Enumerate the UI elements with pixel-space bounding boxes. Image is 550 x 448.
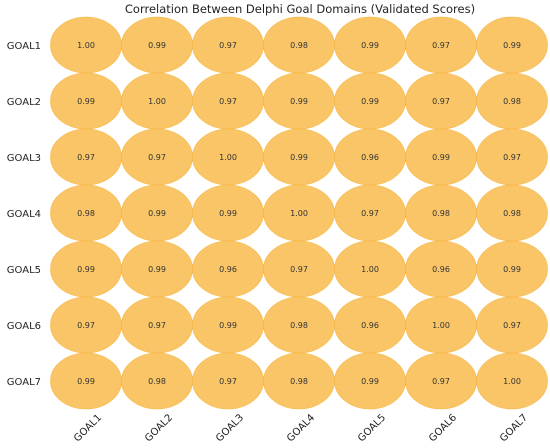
bubble-value-label: 0.97 [290, 265, 308, 274]
bubble-value-label: 0.97 [361, 209, 379, 218]
bubble-value-label: 0.97 [503, 321, 521, 330]
bubble-value-label: 0.98 [290, 377, 308, 386]
bubble-value-label: 0.96 [219, 265, 237, 274]
bubble-value-label: 1.00 [290, 209, 308, 218]
x-tick-label: GOAL4 [285, 412, 317, 444]
bubble-value-label: 0.98 [148, 377, 166, 386]
bubble-value-label: 0.97 [148, 321, 166, 330]
bubble-value-label: 0.99 [148, 265, 166, 274]
bubble-value-label: 0.98 [290, 41, 308, 50]
bubble-value-label: 0.99 [77, 97, 95, 106]
bubble-value-label: 0.99 [290, 97, 308, 106]
y-tick-label: GOAL3 [7, 153, 41, 164]
bubble-value-label: 0.97 [432, 41, 450, 50]
bubble-value-label: 0.99 [361, 377, 379, 386]
bubble-value-label: 0.97 [432, 97, 450, 106]
bubble-value-label: 0.99 [148, 41, 166, 50]
x-tick-label: GOAL5 [356, 412, 388, 444]
bubble-value-label: 0.98 [77, 209, 95, 218]
y-tick-label: GOAL2 [7, 97, 41, 108]
bubble-value-label: 0.98 [290, 321, 308, 330]
bubble-value-label: 0.99 [219, 209, 237, 218]
bubble-value-label: 0.97 [77, 153, 95, 162]
bubble-value-label: 1.00 [432, 321, 450, 330]
bubble-value-label: 0.99 [77, 265, 95, 274]
bubble-value-label: 0.97 [77, 321, 95, 330]
bubble-value-label: 0.97 [219, 41, 237, 50]
y-axis-labels: GOAL1 GOAL2 GOAL3 GOAL4 GOAL5 GOAL6 GOAL7 [7, 41, 41, 388]
x-tick-label: GOAL3 [214, 412, 246, 444]
bubble-value-label: 0.96 [361, 153, 379, 162]
bubble-value-label: 0.99 [77, 377, 95, 386]
bubble-value-label: 0.97 [219, 377, 237, 386]
bubble [476, 352, 548, 410]
bubble-value-label: 0.99 [361, 41, 379, 50]
bubble-value-label: 0.99 [361, 97, 379, 106]
bubble-value-label: 0.96 [432, 265, 450, 274]
bubble-value-label: 1.00 [361, 265, 379, 274]
bubble-value-label: 0.98 [503, 209, 521, 218]
bubble-value-label: 0.99 [503, 265, 521, 274]
x-axis-labels: GOAL1 GOAL2 GOAL3 GOAL4 GOAL5 GOAL6 GOAL7 [72, 412, 530, 444]
bubble-value-label: 0.98 [503, 97, 521, 106]
bubble-layer: 1.00 0.99 0.97 0.98 0.99 0.97 0.99 0.99 1.00 0.97… [50, 16, 548, 410]
y-tick-label: GOAL1 [7, 41, 41, 52]
x-tick-label: GOAL7 [498, 412, 530, 444]
chart-title: Correlation Between Delphi Goal Domains … [125, 2, 475, 16]
y-tick-label: GOAL6 [7, 321, 41, 332]
bubble-value-label: 0.99 [432, 153, 450, 162]
bubble-value-label: 0.98 [432, 209, 450, 218]
bubble-value-label: 1.00 [219, 153, 237, 162]
bubble-value-label: 0.96 [361, 321, 379, 330]
bubble-value-label: 0.99 [148, 209, 166, 218]
bubble-value-label: 0.97 [148, 153, 166, 162]
bubble-value-label: 1.00 [503, 377, 521, 386]
bubble-value-label: 0.97 [503, 153, 521, 162]
y-tick-label: GOAL4 [7, 209, 41, 220]
bubble-value-label: 0.97 [219, 97, 237, 106]
bubble-value-label: 0.99 [503, 41, 521, 50]
y-tick-label: GOAL7 [7, 377, 41, 388]
x-tick-label: GOAL1 [72, 412, 104, 444]
bubble-value-label: 1.00 [77, 41, 95, 50]
y-tick-label: GOAL5 [7, 265, 41, 276]
bubble-value-label: 1.00 [148, 97, 166, 106]
x-tick-label: GOAL6 [427, 412, 459, 444]
bubble-value-label: 0.99 [219, 321, 237, 330]
bubble-value-label: 0.99 [290, 153, 308, 162]
bubble-value-label: 0.97 [432, 377, 450, 386]
x-tick-label: GOAL2 [143, 412, 175, 444]
